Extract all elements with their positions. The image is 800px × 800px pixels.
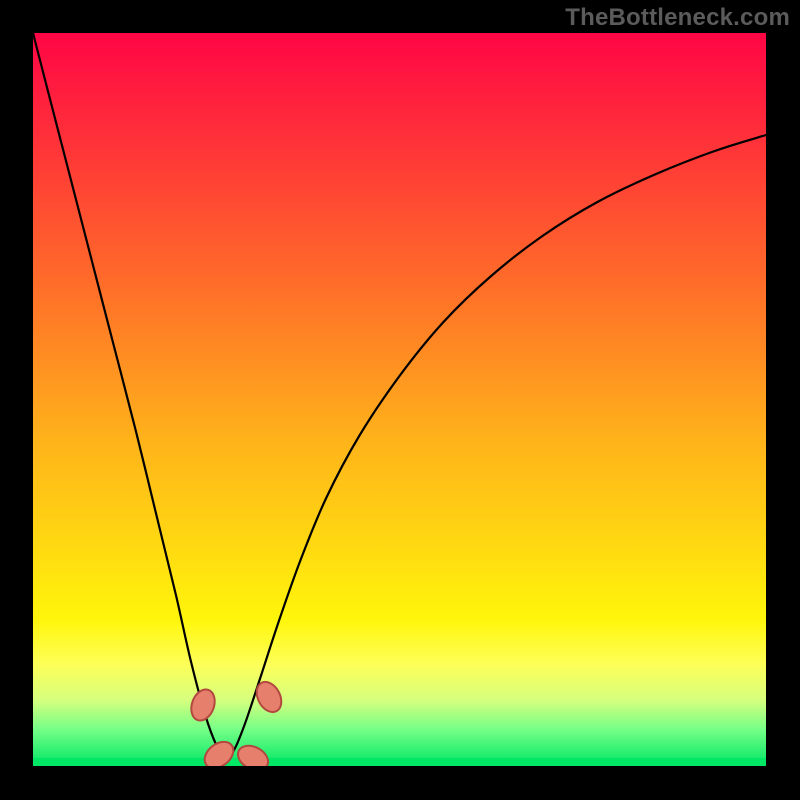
chart-svg — [0, 0, 800, 800]
green-bottom-band — [33, 758, 766, 766]
heatmap-gradient — [33, 33, 766, 766]
chart-canvas: { "watermark": { "text": "TheBottleneck.… — [0, 0, 800, 800]
watermark: TheBottleneck.com — [565, 4, 790, 32]
